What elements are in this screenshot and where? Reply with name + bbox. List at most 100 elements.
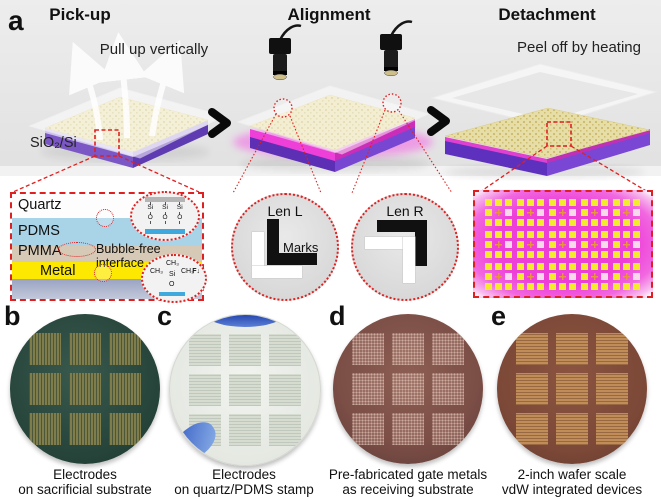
force-arrow-label: F↓ <box>192 268 200 275</box>
electrode-grid <box>516 333 628 445</box>
electrode-block <box>392 373 424 405</box>
electrode-block <box>596 373 628 405</box>
device-cell <box>549 199 576 226</box>
step-title-alignment: Alignment <box>287 5 371 24</box>
electrode-block <box>556 373 588 405</box>
ch3-label: CH₃ <box>150 268 163 275</box>
panel-b-label: b <box>4 301 21 331</box>
electrode-block <box>69 333 101 365</box>
alignment-stack <box>232 20 453 194</box>
caption-e: 2-inch wafer scale vdW integrated devices <box>501 467 643 498</box>
lens-left-title: Len L <box>267 203 303 219</box>
electrode-block <box>596 333 628 365</box>
step-arrow-icon <box>427 106 450 136</box>
caption-d: Pre-fabricated gate metals as receiving s… <box>328 467 488 498</box>
lens-right-title: Len R <box>386 203 424 219</box>
pdms-surface-bar <box>159 292 185 296</box>
electrode-block <box>432 373 464 405</box>
siloxane-bond-inset: Si O Si O Si O <box>130 191 200 241</box>
electrode-block <box>69 413 101 445</box>
step-title-pickup: Pick-up <box>49 5 111 24</box>
wafer-photo-sacrificial <box>10 314 160 464</box>
electrode-block <box>432 333 464 365</box>
device-cell <box>613 263 640 290</box>
detachment-annotation: Peel off by heating <box>517 39 641 56</box>
device-cell <box>485 231 512 258</box>
pickup-zoom-box <box>94 129 120 157</box>
device-cell <box>517 263 544 290</box>
detachment-zoom-box <box>546 121 572 147</box>
electrode-block <box>109 373 141 405</box>
device-cell <box>485 199 512 226</box>
device-array-inset <box>473 190 653 298</box>
pickup-stack <box>12 32 226 193</box>
caption-c: Electrodes on quartz/PDMS stamp <box>174 467 314 498</box>
device-cell <box>581 263 608 290</box>
bond-zoom-circle <box>96 209 114 227</box>
alignment-mark-white <box>252 266 302 278</box>
step-title-detachment: Detachment <box>498 5 596 24</box>
panel-d-label: d <box>329 301 346 331</box>
electrode-block <box>596 413 628 445</box>
ch3-label: CH₃ <box>181 268 194 275</box>
detachment-stack <box>430 63 658 193</box>
lens-left-inset: Len L Marks <box>231 193 339 301</box>
quartz-label: Quartz <box>18 197 62 213</box>
panel-a-label: a <box>8 5 24 36</box>
pull-up-arrows-icon <box>69 32 185 141</box>
pdms-label: PDMS <box>18 223 60 239</box>
electrode-block <box>29 333 61 365</box>
siloxane-chains: Si O Si O Si O <box>132 202 198 230</box>
marks-label: Marks <box>283 240 319 255</box>
o-label: O <box>169 281 175 288</box>
electrode-block <box>29 373 61 405</box>
electrode-block <box>392 333 424 365</box>
device-cell <box>581 199 608 226</box>
alignment-mark-black <box>267 253 317 265</box>
alignment-mark-black <box>415 220 427 266</box>
si-o-chain: Si O <box>162 202 168 230</box>
electrode-block <box>229 374 261 406</box>
device-cell <box>613 231 640 258</box>
electrode-block <box>229 334 261 366</box>
electrode-block <box>269 374 301 406</box>
interface-stack-inset: Quartz PDMS PMMA Metal Bubble-free inter… <box>10 191 207 303</box>
electrode-block <box>516 413 548 445</box>
electrode-block <box>29 413 61 445</box>
pdms-surface-bar <box>145 229 185 234</box>
device-cell <box>581 231 608 258</box>
electrode-grid <box>189 334 301 446</box>
electrode-block <box>69 373 101 405</box>
lens-right-inset: Len R <box>351 193 459 301</box>
alignment-mark-white <box>365 237 415 249</box>
inspection-circle-left <box>273 98 293 118</box>
electrode-block <box>109 333 141 365</box>
wafer-photo-integrated <box>497 314 647 464</box>
alignment-mark-white <box>403 237 415 283</box>
electrode-block <box>516 333 548 365</box>
step-arrow-icon <box>208 108 231 138</box>
electrode-block <box>269 414 301 446</box>
microscope-icon <box>380 20 413 77</box>
quartz-surface-bar <box>145 197 185 202</box>
process-schematic <box>0 0 661 194</box>
electrode-grid <box>352 333 464 445</box>
electrode-block <box>392 413 424 445</box>
electrode-block <box>352 413 384 445</box>
microscope-icon <box>269 24 302 81</box>
si-label: Si <box>169 271 176 278</box>
holder-clip <box>205 315 285 327</box>
caption-b: Electrodes on sacrificial substrate <box>18 467 152 498</box>
si-o-chain: Si O <box>147 202 153 230</box>
electrode-grid <box>29 333 141 445</box>
pickup-annotation: Pull up vertically <box>99 41 209 58</box>
pmma-label: PMMA <box>18 243 62 259</box>
device-cell <box>613 199 640 226</box>
panel-c-label: c <box>157 301 173 331</box>
electrode-block <box>516 373 548 405</box>
electrode-block <box>109 413 141 445</box>
ch3-label: CH₃ <box>166 260 179 267</box>
electrode-block <box>352 333 384 365</box>
metal-label: Metal <box>40 263 76 279</box>
